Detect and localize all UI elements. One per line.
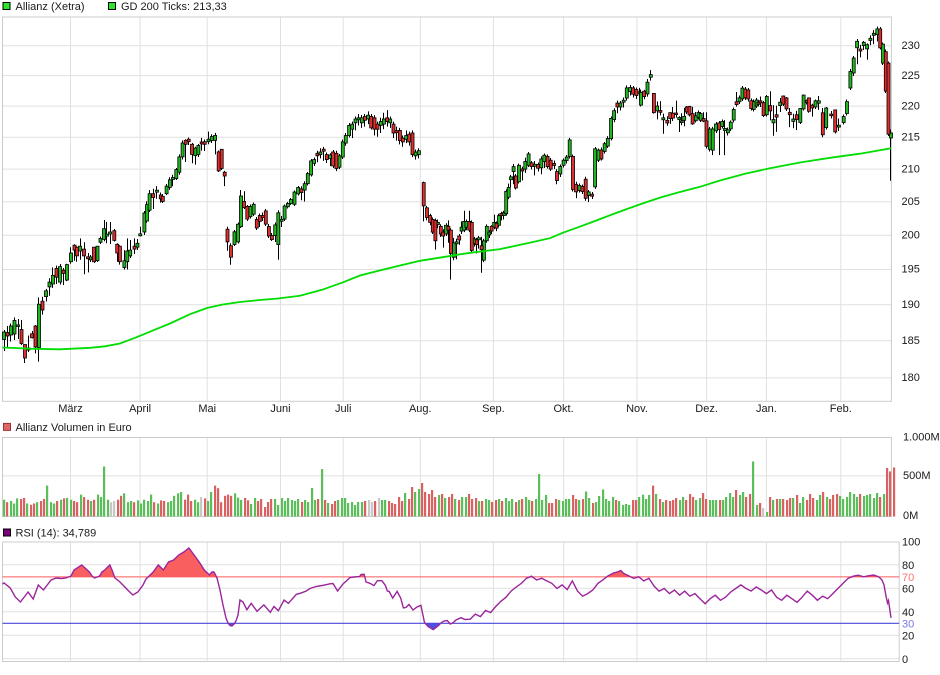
svg-text:Allianz Volumen in Euro: Allianz Volumen in Euro — [16, 422, 132, 434]
svg-text:80: 80 — [902, 560, 914, 572]
svg-text:200: 200 — [902, 229, 920, 241]
svg-text:225: 225 — [902, 70, 920, 82]
svg-text:0M: 0M — [903, 510, 918, 522]
svg-text:195: 195 — [902, 264, 920, 276]
svg-text:180: 180 — [902, 372, 920, 384]
svg-text:210: 210 — [902, 163, 920, 175]
svg-text:Okt.: Okt. — [554, 403, 574, 415]
svg-text:Mai: Mai — [198, 403, 216, 415]
svg-text:500M: 500M — [903, 470, 931, 482]
svg-text:220: 220 — [902, 100, 920, 112]
svg-text:40: 40 — [902, 607, 914, 619]
svg-text:0: 0 — [902, 654, 908, 666]
svg-text:1.000M: 1.000M — [903, 432, 940, 444]
svg-text:April: April — [129, 403, 151, 415]
svg-text:Dez.: Dez. — [695, 403, 718, 415]
svg-text:Allianz (Xetra): Allianz (Xetra) — [16, 1, 85, 13]
svg-text:230: 230 — [902, 40, 920, 52]
svg-text:Feb.: Feb. — [830, 403, 852, 415]
svg-text:205: 205 — [902, 196, 920, 208]
svg-text:70: 70 — [902, 572, 914, 584]
svg-text:190: 190 — [902, 299, 920, 311]
svg-text:20: 20 — [902, 630, 914, 642]
svg-text:GD 200 Ticks: 213,33: GD 200 Ticks: 213,33 — [121, 1, 227, 13]
svg-text:Nov.: Nov. — [626, 403, 648, 415]
svg-text:60: 60 — [902, 583, 914, 595]
svg-text:Jan.: Jan. — [756, 403, 777, 415]
svg-text:RSI (14): 34,789: RSI (14): 34,789 — [16, 528, 97, 540]
svg-text:Juli: Juli — [335, 403, 352, 415]
svg-text:Aug.: Aug. — [409, 403, 432, 415]
svg-text:30: 30 — [902, 618, 914, 630]
svg-text:Juni: Juni — [270, 403, 290, 415]
svg-text:März: März — [58, 403, 82, 415]
svg-text:185: 185 — [902, 335, 920, 347]
svg-text:100: 100 — [902, 536, 920, 548]
svg-text:Sep.: Sep. — [482, 403, 505, 415]
svg-text:215: 215 — [902, 131, 920, 143]
